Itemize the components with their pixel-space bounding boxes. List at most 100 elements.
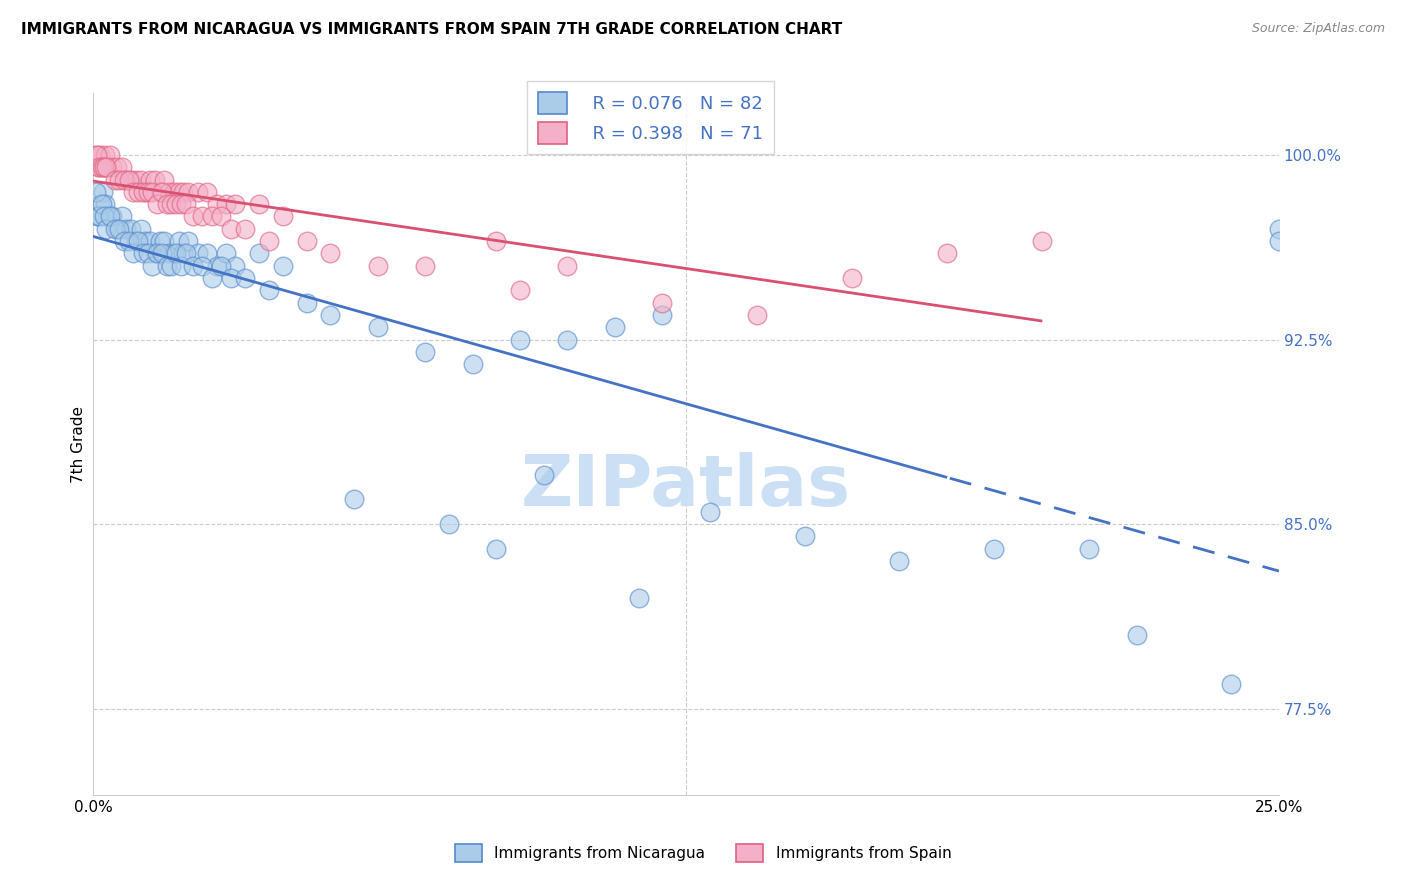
Point [367,259,389,273]
Point [96,161,118,175]
Point [186,246,208,260]
Point [219,271,242,285]
Point [201,271,224,285]
Point [98,210,121,224]
Point [86,210,108,224]
Point [134,234,156,248]
Point [165,246,187,260]
Point [271,210,294,224]
Point [413,259,436,273]
Point [139,234,162,248]
Point [112,234,135,248]
Point [101,210,124,224]
Point [139,172,162,186]
Legend: Immigrants from Nicaragua, Immigrants from Spain: Immigrants from Nicaragua, Immigrants fr… [449,838,957,868]
Point [122,246,145,260]
Point [205,259,228,273]
Point [1078,541,1101,556]
Point [108,172,131,186]
Point [1125,628,1147,642]
Point [181,210,204,224]
Point [120,222,142,236]
Point [132,246,155,260]
Point [186,185,208,199]
Point [295,234,318,248]
Point [132,185,155,199]
Point [603,320,626,334]
Point [156,259,179,273]
Point [219,222,242,236]
Point [201,210,224,224]
Point [160,259,183,273]
Point [96,210,118,224]
Point [557,259,579,273]
Point [136,246,159,260]
Point [163,246,186,260]
Point [651,308,673,322]
Point [1220,677,1243,691]
Point [209,259,232,273]
Point [146,197,169,211]
Point [125,172,148,186]
Point [343,492,366,507]
Point [172,185,194,199]
Point [94,148,117,162]
Point [105,161,128,175]
Point [205,197,228,211]
Point [141,259,163,273]
Point [215,197,238,211]
Point [747,308,769,322]
Point [115,172,138,186]
Point [557,333,579,347]
Point [93,210,115,224]
Point [118,234,141,248]
Point [90,161,112,175]
Point [224,259,246,273]
Point [87,161,110,175]
Point [105,222,128,236]
Point [233,222,256,236]
Point [170,259,193,273]
Point [87,210,110,224]
Point [172,246,194,260]
Point [91,185,114,199]
Point [167,234,190,248]
Point [1268,222,1291,236]
Point [111,161,134,175]
Point [295,295,318,310]
Point [793,529,815,543]
Point [90,197,112,211]
Point [367,320,389,334]
Point [84,148,107,162]
Point [181,259,204,273]
Point [247,246,270,260]
Point [118,172,141,186]
Text: IMMIGRANTS FROM NICARAGUA VS IMMIGRANTS FROM SPAIN 7TH GRADE CORRELATION CHART: IMMIGRANTS FROM NICARAGUA VS IMMIGRANTS … [21,22,842,37]
Point [96,222,118,236]
Point [127,234,149,248]
Point [271,259,294,273]
Point [136,185,159,199]
Point [319,308,342,322]
Point [983,541,1005,556]
Point [257,283,280,297]
Point [153,172,176,186]
Y-axis label: 7th Grade: 7th Grade [72,406,86,483]
Point [120,172,142,186]
Point [157,185,180,199]
Point [461,357,484,371]
Point [191,210,214,224]
Point [437,517,460,532]
Point [141,185,163,199]
Point [91,161,114,175]
Point [170,197,193,211]
Point [122,185,145,199]
Point [485,234,508,248]
Point [101,161,124,175]
Point [103,172,125,186]
Point [89,197,111,211]
Text: Source: ZipAtlas.com: Source: ZipAtlas.com [1251,22,1385,36]
Point [146,246,169,260]
Point [150,185,173,199]
Point [209,210,232,224]
